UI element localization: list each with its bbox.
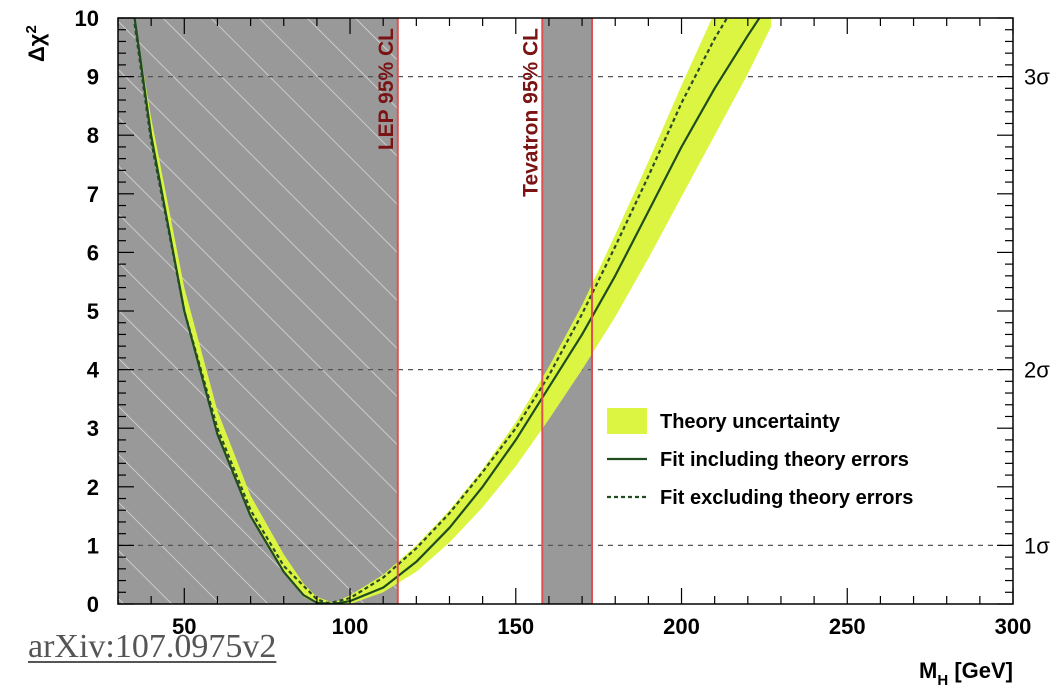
x-axis-title-main: M: [919, 658, 937, 683]
y-tick-label-8: 8: [87, 123, 99, 148]
x-tick-labels: 50 100 150 200 250 300: [172, 614, 1031, 639]
band-labels: LEP 95% CL Tevatron 95% CL: [375, 28, 543, 197]
legend-entry-2: Fit excluding theory errors: [607, 487, 913, 509]
theory-uncertainty-band: [134, 18, 771, 604]
excluded-region-label-0: LEP 95% CL: [375, 28, 398, 150]
y-tick-label-4: 4: [87, 358, 100, 383]
y-tick-label-1: 1: [87, 533, 99, 558]
y-tick-label-6: 6: [87, 240, 99, 265]
y-axis-title-sup: 2: [23, 25, 40, 33]
excluded-regions: [118, 18, 593, 604]
data-series: [133, 18, 771, 604]
legend-entry-1: Fit including theory errors: [607, 449, 909, 471]
legend-swatch-band: [607, 408, 647, 434]
x-tick-label-300: 300: [995, 614, 1032, 639]
axis-ticks: [117, 17, 1014, 605]
y-tick-label-2: 2: [87, 475, 99, 500]
x-tick-label-150: 150: [497, 614, 534, 639]
y-axis-title-main: Δχ: [24, 33, 49, 62]
x-axis-title: MH [GeV]: [919, 658, 1013, 689]
y-tick-label-5: 5: [87, 299, 99, 324]
arxiv-reference-link[interactable]: arXiv:107.0975v2: [28, 628, 277, 665]
y-tick-labels: 0 1 2 3 4 5 6 7 8 9 10: [75, 6, 100, 617]
legend-entry-0: Theory uncertainty: [607, 408, 841, 434]
y-tick-label-3: 3: [87, 416, 99, 441]
x-axis-title-sub: H: [937, 672, 948, 689]
y-tick-label-7: 7: [87, 182, 99, 207]
x-tick-label-50: 50: [172, 614, 196, 639]
legend-label-2: Fit excluding theory errors: [660, 487, 913, 509]
excluded-region-hatch-0: [118, 18, 398, 604]
x-tick-label-250: 250: [829, 614, 866, 639]
y-tick-label-9: 9: [87, 65, 99, 90]
legend-label-1: Fit including theory errors: [660, 449, 909, 471]
y-tick-label-0: 0: [87, 592, 99, 617]
x-axis-title-unit: [GeV]: [948, 658, 1013, 683]
y-tick-label-10: 10: [75, 6, 99, 31]
sigma-label-2: 3σ: [1024, 65, 1050, 90]
sigma-labels: 1σ 2σ 3σ: [1024, 65, 1050, 559]
legend: Theory uncertainty Fit including theory e…: [607, 408, 913, 509]
x-tick-label-100: 100: [332, 614, 369, 639]
legend-label-0: Theory uncertainty: [660, 411, 841, 433]
sigma-label-1: 2σ: [1024, 358, 1050, 383]
x-tick-label-200: 200: [663, 614, 700, 639]
sigma-label-0: 1σ: [1024, 533, 1050, 558]
excluded-region-label-1: Tevatron 95% CL: [519, 28, 542, 197]
fit-excluding-theory-line: [133, 18, 729, 604]
fit-including-theory-line: [133, 18, 761, 604]
excluded-boundaries: [396, 18, 594, 604]
y-axis-title: Δχ2: [23, 25, 49, 62]
